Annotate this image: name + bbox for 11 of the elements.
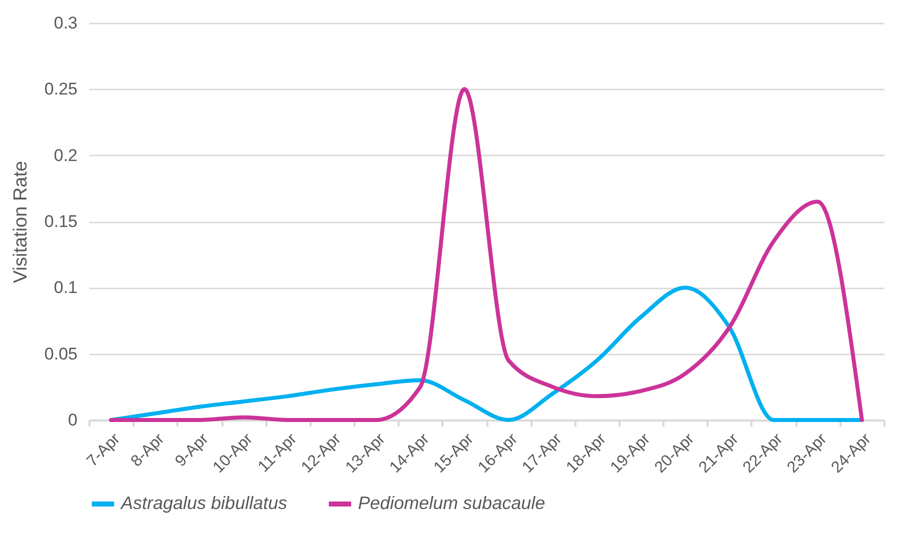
line-series (109, 87, 864, 422)
y-tick-label: 0.2 (54, 146, 78, 165)
y-tick-label: 0.05 (44, 344, 78, 364)
legend-label: Astragalus bibullatus (120, 493, 288, 513)
legend-label: Pediomelum subacaule (358, 493, 546, 513)
y-tick-label: 0.1 (54, 278, 78, 298)
y-tick-label: 0.15 (44, 212, 78, 231)
y-tick-label: 0.3 (54, 14, 78, 32)
y-tick-label: 0.25 (44, 80, 78, 99)
y-tick-label: 0 (68, 410, 78, 430)
y-axis-title: Visitation Rate (10, 160, 32, 284)
